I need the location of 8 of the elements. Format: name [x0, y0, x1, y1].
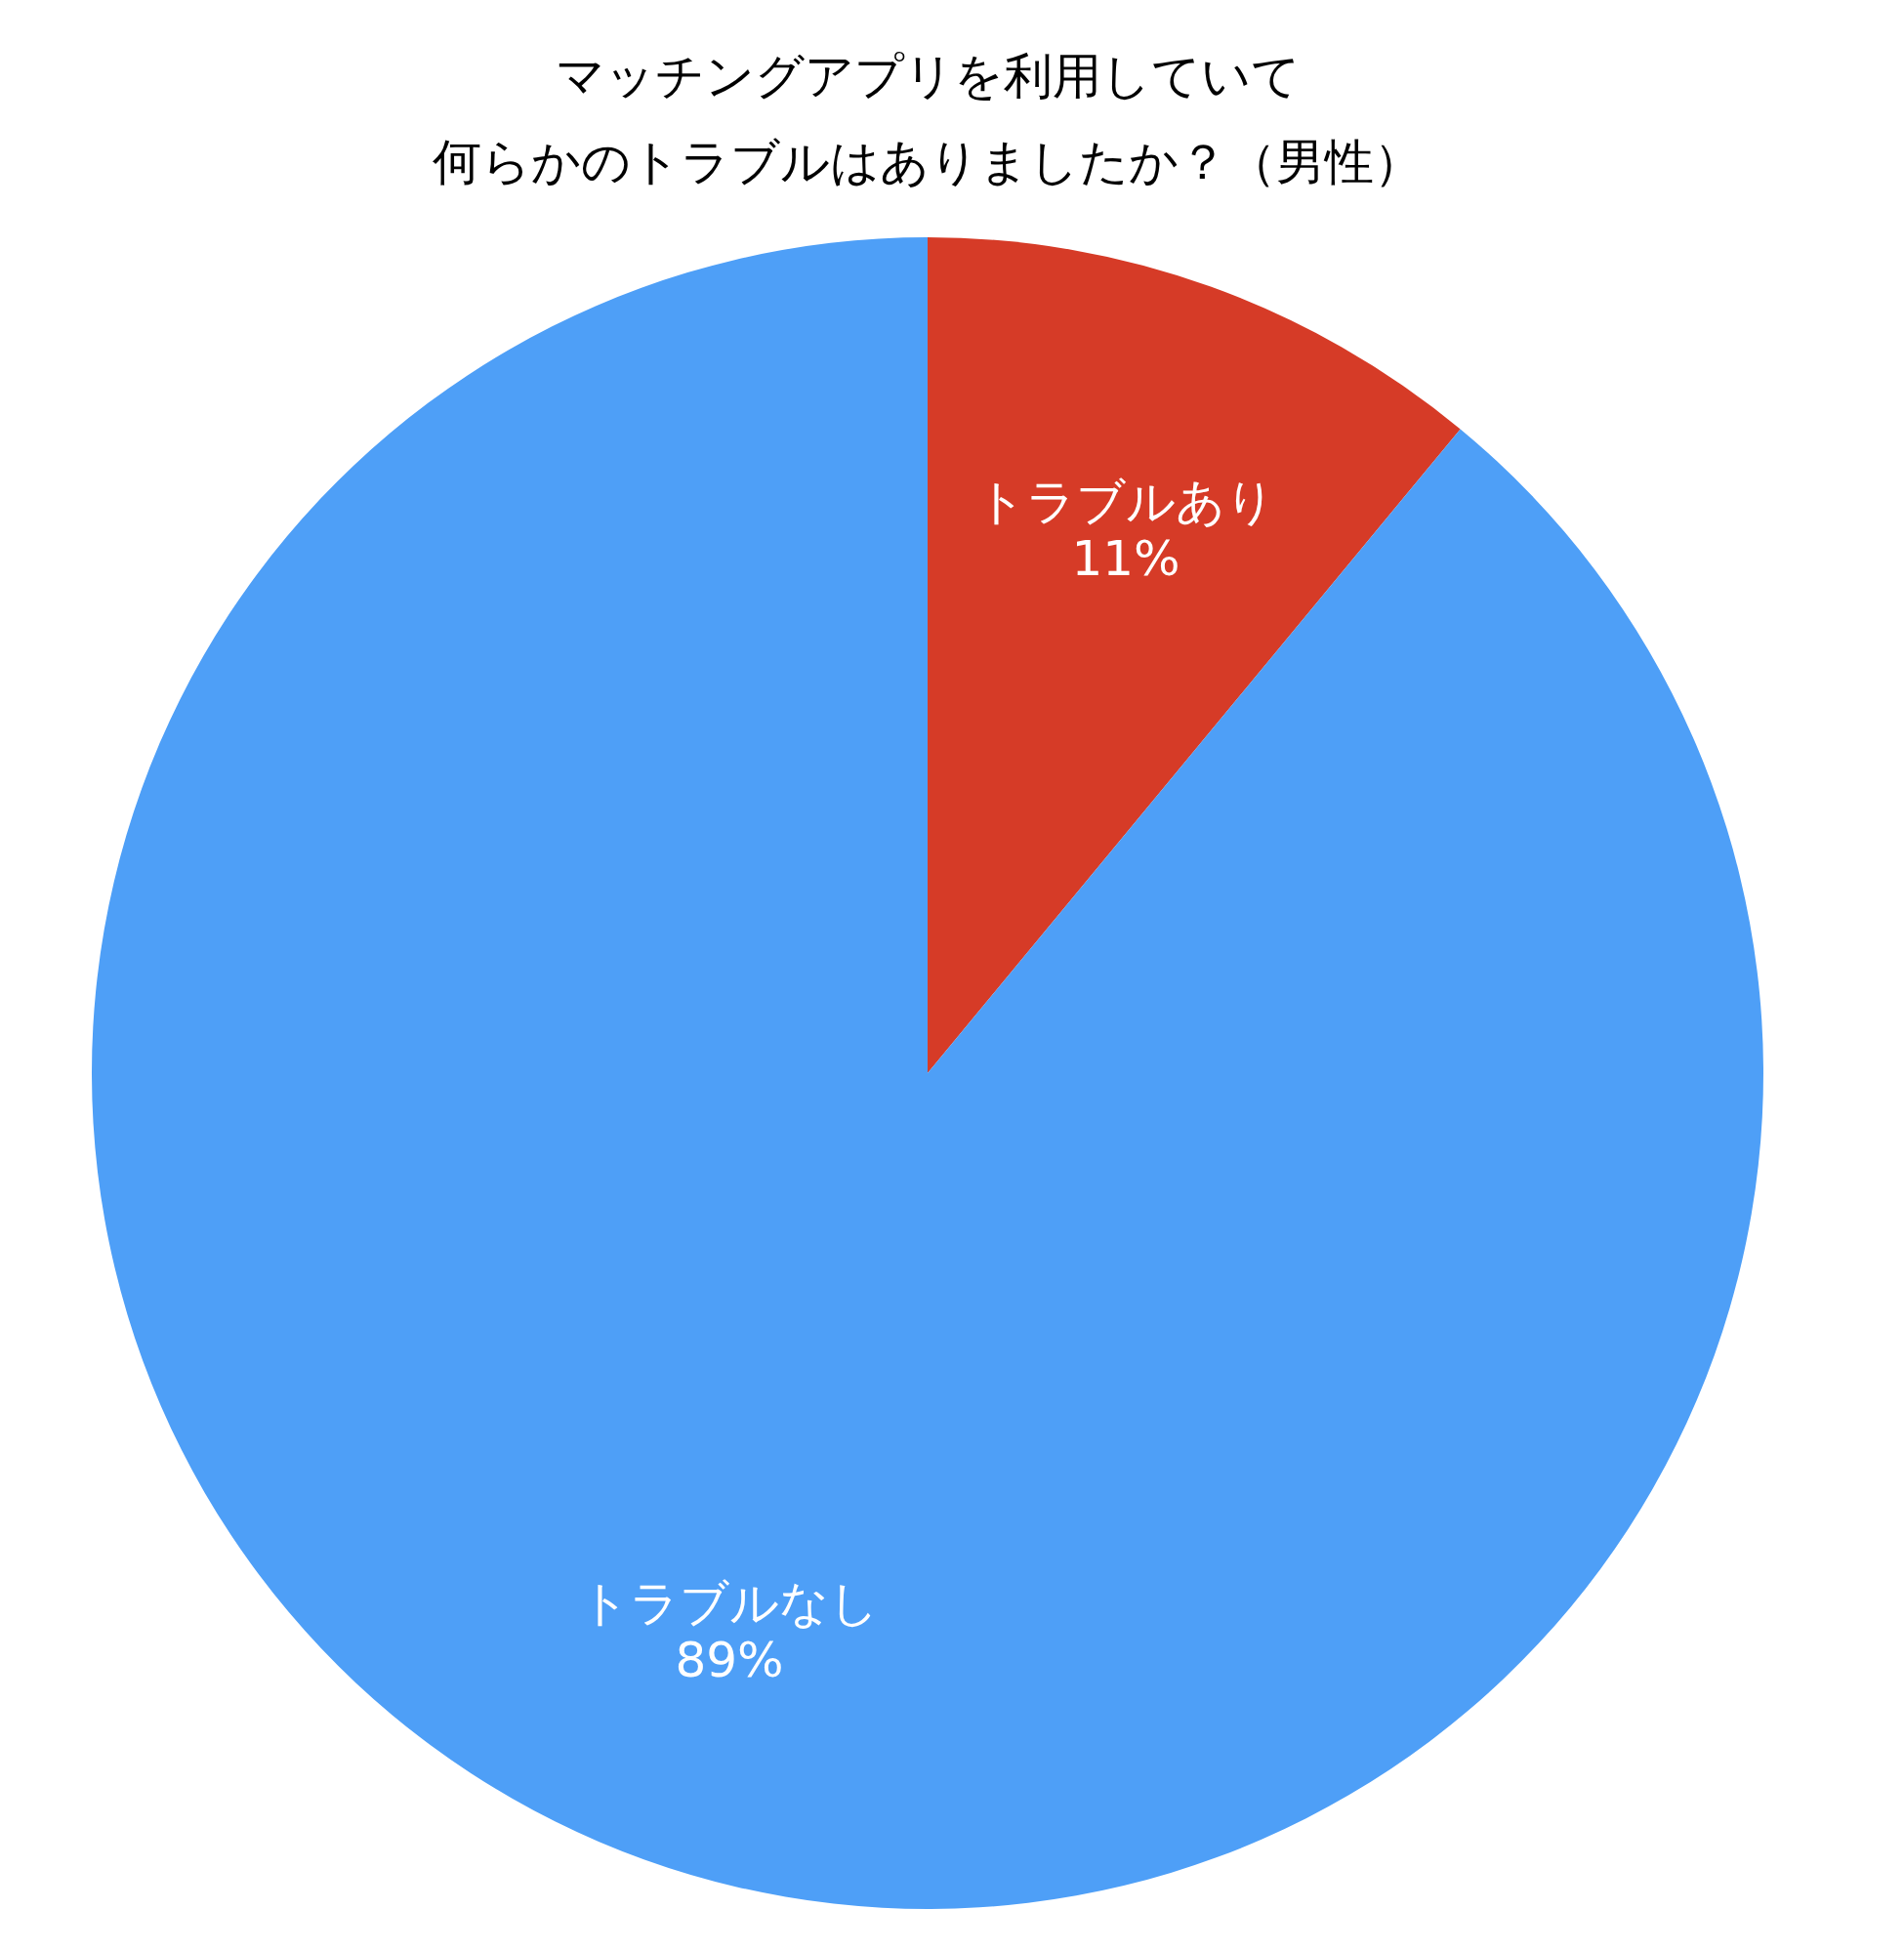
slice-label: トラブルあり [975, 474, 1275, 531]
chart-subtitle: 何らかのトラブルはありましたか？（男性） [433, 134, 1423, 190]
slice-label: トラブルなし [580, 1574, 880, 1632]
data-label: 89% [675, 1631, 784, 1688]
chart-title: マッチングアプリを利用していて [555, 48, 1301, 104]
pie-slice [92, 237, 1763, 1909]
pie-slice [928, 237, 1461, 1073]
data-label: 11% [1071, 530, 1180, 588]
